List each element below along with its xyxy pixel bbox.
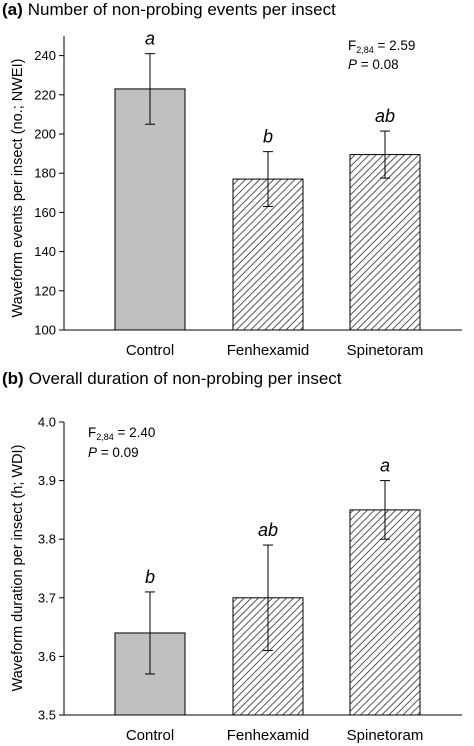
panel-b-x-tick-label: Fenhexamid	[227, 727, 310, 744]
panel-a-sig-letter: a	[145, 29, 155, 49]
panel-a-letter: (a)	[2, 0, 23, 19]
panel-b-letter: (b)	[2, 369, 24, 388]
panel-a-stats: F2,84 = 2.59 P = 0.08	[348, 38, 415, 72]
panel-a-y-tick-label: 120	[34, 283, 56, 298]
panel-a-y-tick-label: 100	[34, 323, 56, 338]
panel-a-y-axis-label: Waveform events per insect (no.; NWEI)	[10, 59, 26, 318]
panel-b-title-text: Overall duration of non-probing per inse…	[29, 369, 342, 388]
panel-b-y-tick-label: 4.0	[38, 415, 56, 430]
panel-b-plot: 3.5 3.6 3.7 3.8 3.9 4.0 b Control ab Fenhexamid a S…	[38, 415, 462, 744]
panel-b-y-tick-label: 3.5	[38, 708, 56, 723]
panel-b-y-tick-label: 3.8	[38, 532, 56, 547]
panel-a-y-tick-label: 160	[34, 205, 56, 220]
panel-b-bar-spinetoram	[349, 509, 421, 716]
panel-a-x-tick-label: Control	[126, 342, 174, 359]
panel-a-bar-spinetoram	[349, 154, 421, 331]
panel-a-y-tick-label: 180	[34, 166, 56, 181]
panel-b-title: (b) Overall duration of non-probing per i…	[2, 369, 342, 388]
panel-b-x-tick-label: Control	[126, 727, 174, 744]
panel-b: (b) Overall duration of non-probing per i…	[2, 369, 462, 744]
panel-b-y-tick-label: 3.9	[38, 473, 56, 488]
panel-b-y-axis-label: Waveform duration per insect (h; WDI)	[10, 445, 26, 692]
panel-a-plot: 100 120 140 160 180 200 220 240 a Control b Fenhexa…	[34, 29, 462, 359]
panel-a-y-tick-label: 200	[34, 127, 56, 142]
panel-b-x-tick-label: Spinetoram	[347, 727, 424, 744]
panel-a-bar-control	[114, 88, 186, 331]
panel-b-sig-letter: a	[380, 456, 390, 476]
panel-b-sig-letter: b	[145, 567, 155, 587]
panel-a-title: (a) Number of non-probing events per inse…	[2, 0, 336, 19]
panel-a: (a) Number of non-probing events per inse…	[2, 0, 462, 359]
panel-a-y-tick-label: 220	[34, 87, 56, 102]
panel-a-y-tick-label: 240	[34, 48, 56, 63]
panel-a-x-tick-label: Spinetoram	[347, 342, 424, 359]
panel-b-y-tick-label: 3.7	[38, 590, 56, 605]
panel-a-x-tick-label: Fenhexamid	[227, 342, 310, 359]
panel-b-sig-letter: ab	[258, 520, 278, 540]
panel-b-y-tick-label: 3.6	[38, 649, 56, 664]
panel-b-stats: F2,84 = 2.40 P = 0.09	[88, 425, 155, 460]
panel-b-stat-f: F2,84 = 2.40	[88, 425, 155, 442]
panel-a-y-tick-label: 140	[34, 244, 56, 259]
panel-a-title-text: Number of non-probing events per insect	[28, 0, 336, 19]
panel-b-stat-p: P = 0.09	[88, 445, 139, 460]
panel-a-stat-p: P = 0.08	[348, 57, 399, 72]
panel-a-stat-f: F2,84 = 2.59	[348, 38, 415, 55]
panel-a-sig-letter: ab	[375, 106, 395, 126]
panel-a-sig-letter: b	[263, 127, 273, 147]
